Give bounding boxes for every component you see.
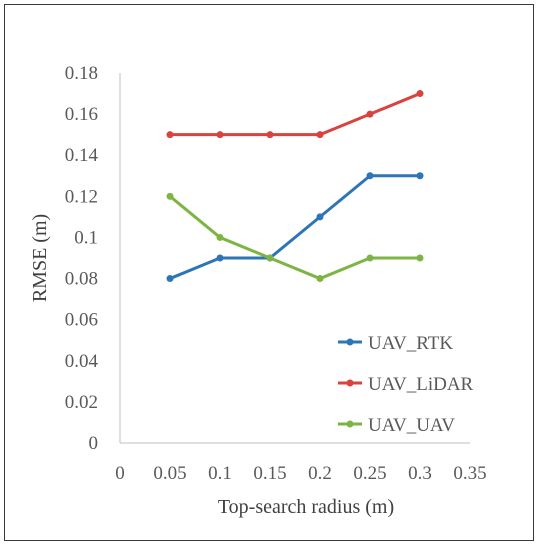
data-point bbox=[316, 275, 324, 283]
legend-label: UAV_LiDAR bbox=[368, 374, 474, 395]
data-point bbox=[416, 254, 424, 262]
data-point bbox=[166, 192, 174, 200]
series-uav-uav bbox=[166, 192, 424, 283]
x-tick-label: 0.15 bbox=[253, 463, 286, 484]
x-tick-label: 0.05 bbox=[153, 463, 186, 484]
series-line bbox=[169, 174, 420, 280]
x-tick-label: 0.35 bbox=[453, 463, 486, 484]
y-tick-label: 0.06 bbox=[65, 310, 98, 331]
x-axis-title: Top-search radius (m) bbox=[218, 496, 394, 518]
data-point bbox=[316, 213, 324, 221]
y-tick-label: 0.18 bbox=[65, 63, 98, 84]
legend-label: UAV_UAV bbox=[368, 415, 455, 436]
y-tick-label: 0.12 bbox=[65, 186, 98, 207]
legend-item: UAV_UAV bbox=[338, 415, 455, 436]
legend-item: UAV_RTK bbox=[338, 333, 453, 354]
legend-item: UAV_LiDAR bbox=[338, 374, 474, 395]
data-point bbox=[216, 254, 224, 262]
legend-marker bbox=[346, 379, 354, 387]
chart-frame bbox=[4, 4, 534, 541]
y-axis-title: RMSE (m) bbox=[29, 214, 51, 302]
legend: UAV_RTK UAV_LiDAR UAV_UAV bbox=[338, 333, 474, 436]
series-layer bbox=[166, 90, 424, 283]
series-line bbox=[169, 195, 420, 281]
x-tick-label: 0.25 bbox=[353, 463, 386, 484]
y-tick-label: 0.08 bbox=[65, 269, 98, 290]
y-axis-ticks: 0 0.02 0.04 0.06 0.08 0.1 0.12 0.14 0.16 0.18 bbox=[65, 63, 99, 454]
x-tick-label: 0.2 bbox=[308, 463, 332, 484]
data-point bbox=[166, 131, 174, 139]
y-tick-label: 0.02 bbox=[65, 392, 98, 413]
series-uav-rtk bbox=[166, 172, 424, 283]
data-point bbox=[316, 131, 324, 139]
series-line bbox=[170, 92, 421, 137]
data-point bbox=[216, 131, 224, 139]
data-point bbox=[416, 90, 424, 98]
plot-area bbox=[119, 73, 470, 444]
data-point bbox=[266, 131, 274, 139]
x-axis-ticks: 0 0.05 0.1 0.15 0.2 0.25 0.3 0.35 bbox=[115, 463, 486, 484]
x-tick-label: 0.3 bbox=[408, 463, 432, 484]
data-point bbox=[366, 254, 374, 262]
y-tick-label: 0.14 bbox=[65, 145, 99, 166]
data-point bbox=[366, 110, 374, 118]
series-uav-lidar bbox=[166, 90, 424, 139]
legend-marker bbox=[346, 420, 354, 428]
data-point bbox=[216, 233, 224, 241]
y-tick-label: 0 bbox=[89, 433, 99, 454]
y-tick-label: 0.1 bbox=[74, 227, 98, 248]
data-point bbox=[366, 172, 374, 180]
legend-marker bbox=[346, 338, 354, 346]
x-tick-label: 0.1 bbox=[208, 463, 232, 484]
legend-label: UAV_RTK bbox=[368, 333, 453, 354]
y-tick-label: 0.16 bbox=[65, 104, 98, 125]
data-point bbox=[166, 275, 174, 283]
data-point bbox=[266, 254, 274, 262]
data-point bbox=[416, 172, 424, 180]
x-tick-label: 0 bbox=[115, 463, 125, 484]
y-tick-label: 0.04 bbox=[65, 351, 99, 372]
